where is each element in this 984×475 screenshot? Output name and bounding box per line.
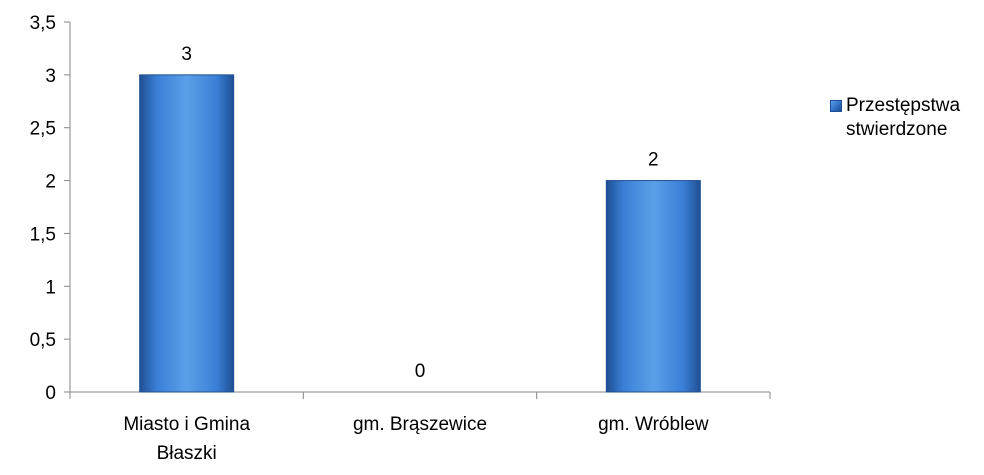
y-tick-label: 1 (45, 277, 56, 298)
data-label: 3 (181, 44, 192, 65)
y-tick-label: 0,5 (30, 330, 56, 351)
x-tick-label: gm. Wróblew (598, 414, 709, 435)
legend-swatch-icon (830, 100, 842, 112)
legend: Przestępstwa stwierdzone (830, 94, 984, 142)
data-labels: 3 0 2 (181, 44, 658, 382)
y-tick-label: 3 (45, 66, 56, 87)
bar (605, 180, 701, 393)
x-tick-label: gm. Brąszewice (353, 414, 487, 435)
x-tick-label: Miasto i Gmina Błaszki (123, 414, 250, 464)
legend-label: Przestępstwa stwierdzone (846, 95, 961, 140)
y-tick-label: 2 (45, 172, 56, 193)
data-label: 0 (415, 361, 426, 382)
bar (139, 74, 235, 393)
data-label: 2 (648, 150, 659, 171)
x-axis: Miasto i Gmina Błaszki gm. Brąszewice gm. W… (69, 391, 771, 464)
bars (139, 74, 701, 393)
y-tick-label: 3,5 (30, 13, 56, 34)
y-tick-label: 1,5 (30, 224, 56, 245)
y-tick-label: 2,5 (30, 119, 56, 140)
y-tick-label: 0 (45, 383, 56, 404)
y-axis: 0 0,5 1 1,5 2 2,5 3 3,5 (30, 13, 71, 404)
